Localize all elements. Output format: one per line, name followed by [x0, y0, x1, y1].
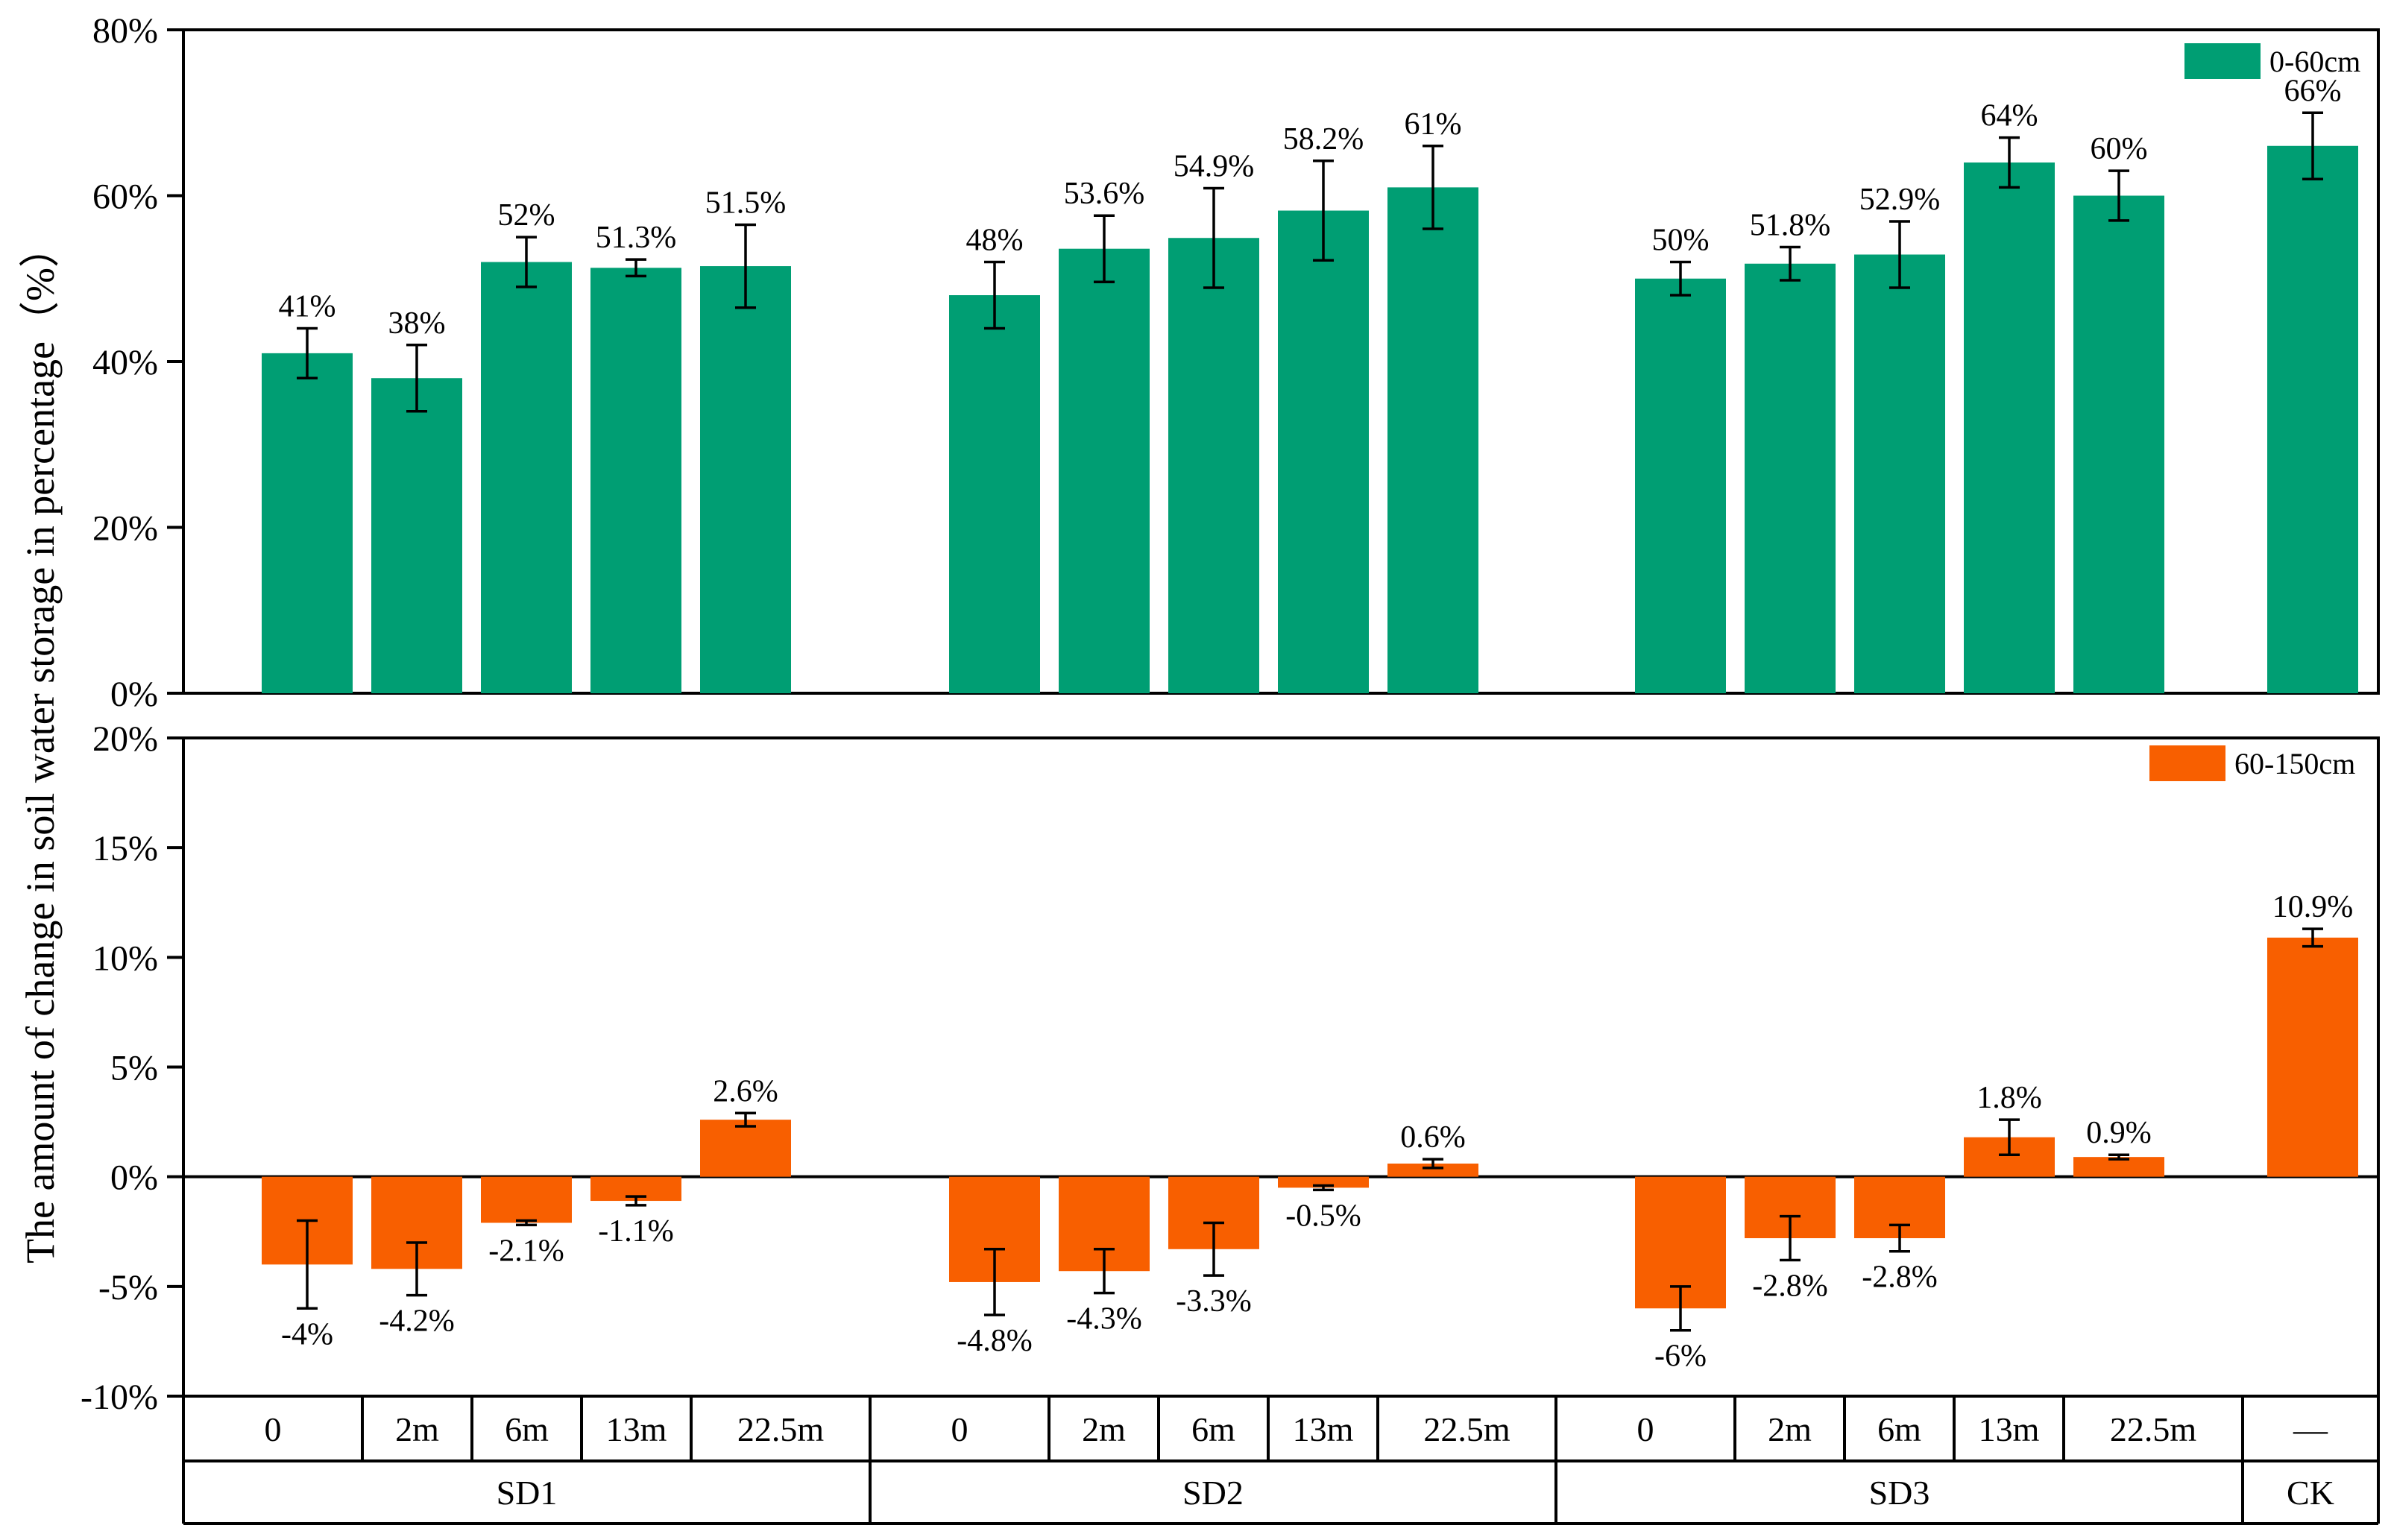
top-data-label: 48% — [966, 224, 1024, 258]
top-bar — [1745, 263, 1836, 694]
category-label: 2m — [395, 1410, 439, 1448]
top-y-tick-label: 60% — [92, 177, 158, 217]
top-data-label: 61% — [1405, 107, 1462, 142]
top-data-label: 64% — [1981, 99, 2038, 133]
category-label: 13m — [606, 1410, 667, 1448]
category-label: 13m — [1293, 1410, 1354, 1448]
top-bar — [2073, 195, 2164, 693]
bottom-bar — [700, 1120, 791, 1177]
y-axis-label: The amount of change in soil water stora… — [18, 227, 63, 1263]
error-bars-layer — [297, 111, 2323, 1332]
bottom-data-label: 1.8% — [1976, 1081, 2042, 1115]
axes-layer: 0% 20% 40% 60% 80% 0-60cm -10% -5% 0% 5% 10% 15% 20%… — [81, 11, 2380, 1417]
top-data-label: 58.2% — [1283, 122, 1364, 157]
top-bar — [949, 295, 1040, 693]
top-bar — [1278, 210, 1369, 693]
category-label: 2m — [1082, 1410, 1126, 1448]
bottom-y-tick-label: 15% — [92, 829, 158, 868]
top-bar — [1387, 187, 1478, 693]
top-data-label: 51.3% — [596, 221, 677, 255]
bottom-bar — [481, 1176, 572, 1223]
bottom-data-label: 10.9% — [2272, 890, 2354, 924]
top-data-label: 41% — [279, 290, 336, 324]
bottom-data-label: 0.9% — [2086, 1116, 2152, 1150]
bars-layer — [262, 145, 2358, 1309]
top-data-label: 66% — [2284, 74, 2342, 108]
top-bar — [262, 353, 353, 693]
top-y-tick-label: 0% — [110, 675, 158, 714]
category-label: 22.5m — [737, 1410, 825, 1448]
bottom-y-tick-label: -5% — [98, 1268, 158, 1307]
category-label: 13m — [1979, 1410, 2040, 1448]
top-legend-label: 0-60cm — [2269, 45, 2360, 78]
group-label: CK — [2287, 1474, 2334, 1512]
bottom-data-label: 0.6% — [1400, 1120, 1466, 1155]
bottom-y-tick-label: 0% — [110, 1158, 158, 1198]
top-data-label: 60% — [2091, 132, 2148, 166]
top-bar — [1168, 238, 1259, 693]
bottom-bar — [1278, 1176, 1369, 1188]
category-label: 22.5m — [2110, 1410, 2197, 1448]
category-label: 6m — [1191, 1410, 1235, 1448]
group-label: SD3 — [1869, 1474, 1930, 1512]
top-data-label: 51.8% — [1750, 208, 1831, 242]
bottom-data-label: -4% — [281, 1317, 333, 1351]
category-label: 0 — [1637, 1410, 1654, 1448]
category-label: — — [2293, 1410, 2328, 1448]
top-bar — [590, 268, 681, 694]
bottom-data-label: -6% — [1654, 1339, 1707, 1374]
top-data-label: 50% — [1652, 224, 1710, 258]
group-label: SD1 — [497, 1474, 558, 1512]
top-bar — [1635, 278, 1726, 693]
top-data-label: 38% — [388, 306, 446, 341]
bottom-data-label: 2.6% — [713, 1074, 778, 1108]
bottom-legend-label: 60-150cm — [2234, 747, 2355, 780]
top-bar — [700, 266, 791, 693]
bottom-data-label: -4.3% — [1066, 1302, 1141, 1337]
top-bar — [2267, 145, 2358, 693]
top-y-tick-label: 80% — [92, 11, 158, 51]
top-bar — [371, 378, 462, 693]
bottom-data-label: -4.2% — [379, 1304, 454, 1339]
data-labels-layer: 41% 38% 52% 51.3% 51.5% 48% 53.6% 54.9% 58.2% 61%… — [279, 74, 2354, 1373]
bottom-data-label: -3.3% — [1176, 1284, 1251, 1319]
top-data-label: 53.6% — [1064, 177, 1145, 211]
bottom-legend-swatch — [2149, 745, 2225, 781]
top-data-label: 52% — [498, 198, 555, 233]
bottom-y-tick-label: 10% — [92, 938, 158, 978]
bottom-data-label: -4.8% — [957, 1324, 1032, 1358]
category-label: 2m — [1768, 1410, 1812, 1448]
top-bar — [481, 262, 572, 693]
top-data-label: 51.5% — [705, 186, 787, 220]
top-bar — [1059, 248, 1150, 693]
bottom-bar — [1387, 1164, 1478, 1177]
top-data-label: 52.9% — [1859, 183, 1941, 217]
top-y-tick-label: 40% — [92, 343, 158, 382]
top-legend-swatch — [2184, 43, 2261, 79]
bottom-y-tick-label: 20% — [92, 719, 158, 759]
top-y-tick-label: 20% — [92, 509, 158, 549]
bottom-y-tick-label: -10% — [81, 1378, 158, 1417]
group-label: SD2 — [1182, 1474, 1244, 1512]
bottom-data-label: -1.1% — [598, 1214, 673, 1249]
bottom-data-label: -2.8% — [1862, 1260, 1937, 1295]
bottom-bar — [2267, 937, 2358, 1177]
bottom-data-label: -2.8% — [1752, 1269, 1827, 1304]
top-data-label: 54.9% — [1174, 149, 1255, 183]
category-label: 0 — [951, 1410, 968, 1448]
top-bar — [1854, 254, 1945, 693]
category-label: 6m — [1877, 1410, 1921, 1448]
category-label: 22.5m — [1423, 1410, 1510, 1448]
bottom-plot-frame — [182, 736, 2380, 1398]
bottom-data-label: -0.5% — [1285, 1199, 1361, 1233]
category-label: 0 — [265, 1410, 282, 1448]
bottom-y-tick-label: 5% — [110, 1049, 158, 1088]
top-bar — [1964, 162, 2055, 693]
category-label: 6m — [505, 1410, 549, 1448]
bottom-data-label: -2.1% — [488, 1234, 564, 1268]
category-table: 0 2m 6m 13m 22.5m 0 2m 6m 13m 22.5m 0 2m 6m 13m 22.5m —… — [182, 1396, 2380, 1525]
